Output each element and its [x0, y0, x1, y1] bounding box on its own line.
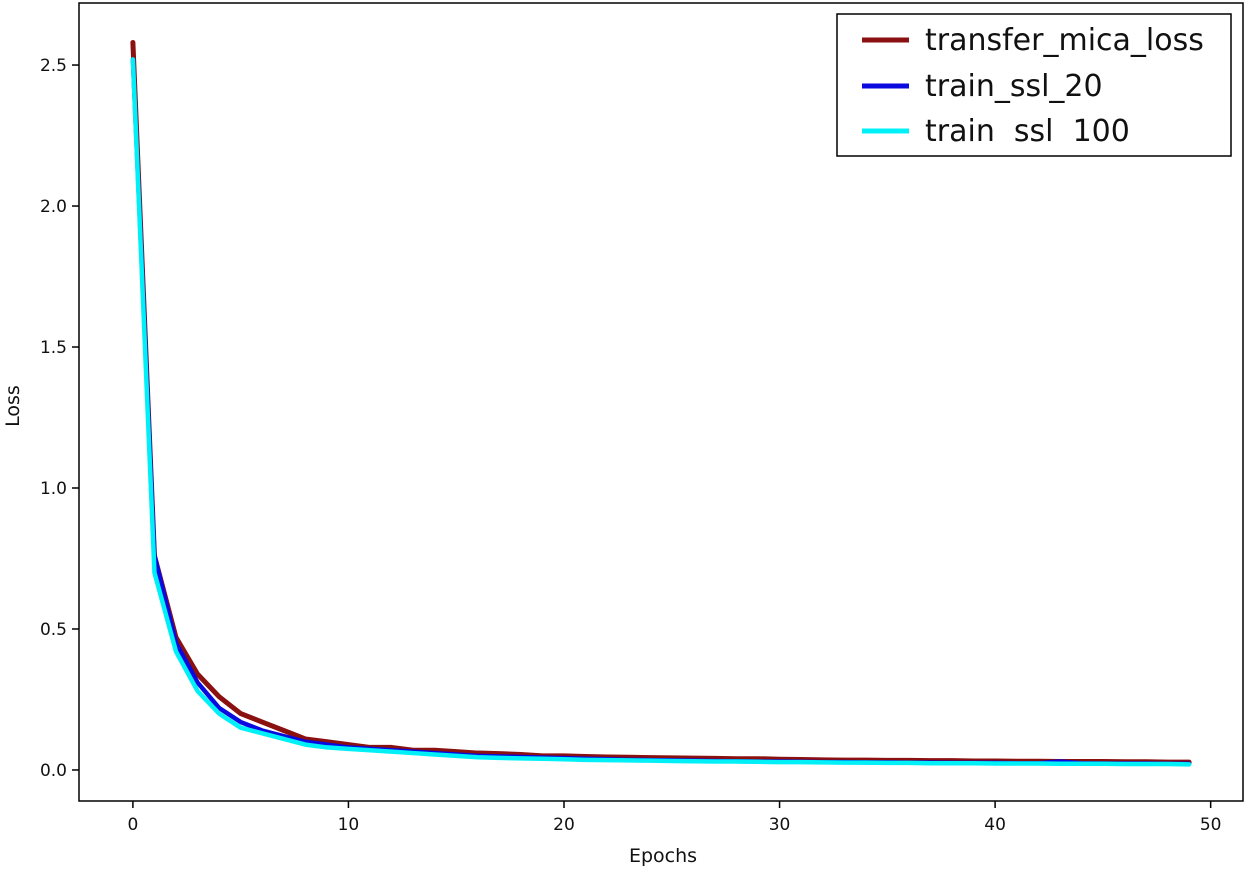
- y-tick-label: 2.5: [40, 56, 67, 76]
- x-tick-label: 10: [338, 815, 360, 835]
- y-tick-label: 0.0: [40, 761, 67, 781]
- y-tick-label: 1.5: [40, 338, 67, 358]
- x-axis-label: Epochs: [629, 845, 697, 867]
- x-tick-label: 30: [769, 815, 791, 835]
- legend-label-train-ssl-20: train_ssl_20: [925, 69, 1103, 104]
- legend-label-train-ssl-100: train ssl 100: [925, 114, 1130, 149]
- x-axis-ticks: 0 10 20 30 40 50: [127, 801, 1221, 835]
- y-tick-label: 0.5: [40, 620, 67, 640]
- legend-label-transfer-mica-loss: transfer_mica_loss: [925, 23, 1204, 58]
- series-layer: [130, 39, 1192, 767]
- x-tick-label: 50: [1200, 815, 1222, 835]
- legend: transfer_mica_loss train_ssl_20 train ss…: [836, 13, 1232, 157]
- series-line-train-ssl-100: [130, 57, 1192, 767]
- x-tick-label: 20: [553, 815, 575, 835]
- y-tick-label: 2.0: [40, 197, 67, 217]
- x-tick-label: 40: [984, 815, 1006, 835]
- y-axis-ticks: 0.0 0.5 1.0 1.5 2.0 2.5: [40, 56, 79, 781]
- y-axis-label: Loss: [2, 385, 24, 427]
- plot-frame: [78, 2, 1244, 802]
- y-tick-label: 1.0: [40, 479, 67, 499]
- x-tick-label: 0: [127, 815, 138, 835]
- series-line-train-ssl-20: [130, 57, 1192, 767]
